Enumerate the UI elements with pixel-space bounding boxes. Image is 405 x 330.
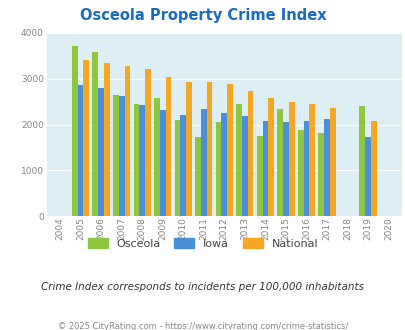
Bar (215, 122, 221, 216)
Bar (180, 115, 185, 216)
Bar (247, 91, 253, 216)
Bar (221, 113, 227, 216)
Legend: Osceola, Iowa, National: Osceola, Iowa, National (84, 234, 321, 252)
Bar (133, 104, 139, 216)
Bar (104, 63, 109, 216)
Bar (195, 137, 200, 216)
Bar (277, 109, 282, 216)
Bar (139, 105, 145, 216)
Bar (241, 116, 247, 216)
Bar (297, 130, 303, 216)
Bar (329, 108, 335, 216)
Bar (236, 104, 241, 216)
Bar (256, 136, 262, 216)
Bar (145, 69, 150, 216)
Bar (227, 84, 232, 216)
Bar (119, 96, 124, 216)
Bar (160, 110, 165, 216)
Bar (282, 122, 288, 216)
Bar (318, 133, 323, 216)
Bar (370, 121, 376, 216)
Bar (77, 85, 83, 216)
Bar (288, 102, 294, 216)
Bar (309, 104, 314, 216)
Bar (98, 88, 104, 216)
Text: Crime Index corresponds to incidents per 100,000 inhabitants: Crime Index corresponds to incidents per… (41, 282, 364, 292)
Bar (358, 106, 364, 216)
Bar (72, 46, 77, 216)
Bar (303, 121, 309, 216)
Text: © 2025 CityRating.com - https://www.cityrating.com/crime-statistics/: © 2025 CityRating.com - https://www.city… (58, 322, 347, 330)
Bar (92, 52, 98, 216)
Bar (113, 95, 119, 216)
Bar (174, 119, 180, 216)
Bar (154, 98, 160, 216)
Bar (83, 59, 89, 216)
Bar (268, 98, 273, 216)
Bar (200, 109, 206, 216)
Bar (185, 82, 192, 216)
Bar (124, 66, 130, 216)
Bar (262, 121, 268, 216)
Bar (323, 119, 329, 216)
Bar (206, 82, 212, 216)
Bar (165, 77, 171, 216)
Bar (364, 137, 370, 216)
Text: Osceola Property Crime Index: Osceola Property Crime Index (79, 8, 326, 23)
